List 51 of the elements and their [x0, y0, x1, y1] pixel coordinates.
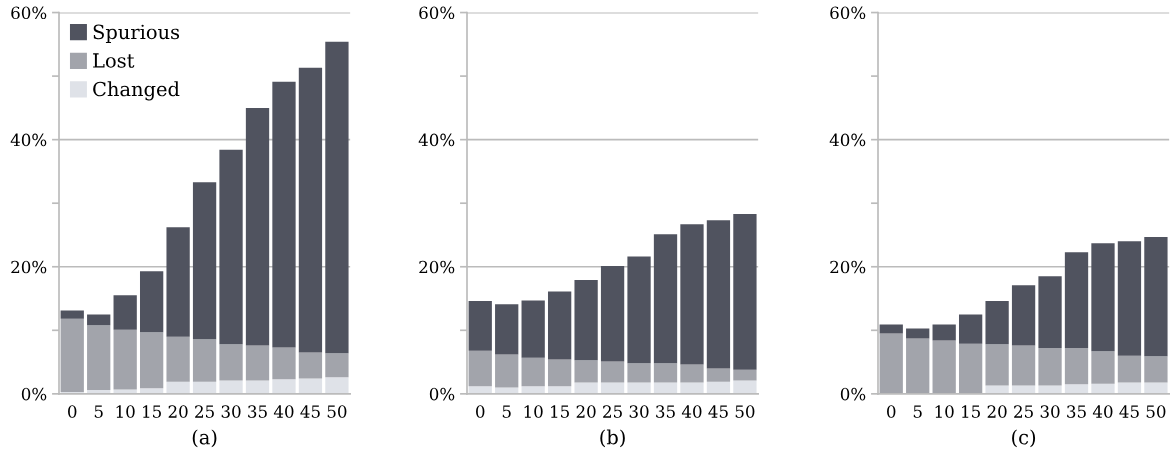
x-axis-title: (b)	[600, 429, 625, 448]
x-tick-label: 40	[273, 405, 294, 418]
x-tick-label: 40	[681, 405, 702, 418]
legend-label: Changed	[93, 81, 180, 101]
x-tick-label: 35	[1067, 405, 1086, 418]
x-axis-title: (c)	[1012, 429, 1036, 448]
y-tick-label: 20%	[419, 260, 455, 274]
x-tick-label: 25	[195, 405, 214, 418]
x-tick-label: 20	[168, 405, 188, 418]
x-tick-label: 20	[987, 405, 1007, 418]
x-tick-label: 5	[94, 405, 103, 418]
x-tick-label: 40	[1092, 405, 1113, 418]
x-tick-label: 45	[1119, 405, 1139, 418]
x-tick-label: 15	[551, 405, 569, 418]
x-tick-label: 50	[327, 405, 347, 418]
y-tick-label: 0%	[21, 387, 47, 401]
x-tick-label: 5	[913, 405, 922, 418]
x-tick-label: 0	[476, 405, 485, 418]
x-axis-title: (a)	[192, 429, 217, 448]
legend-label: Lost	[93, 53, 135, 68]
x-tick-label: 30	[221, 405, 241, 418]
x-tick-label: 50	[1146, 405, 1166, 418]
x-tick-label: 25	[603, 405, 622, 418]
x-tick-label: 15	[962, 405, 980, 418]
x-tick-label: 0	[68, 405, 77, 418]
y-tick-label: 40%	[10, 133, 47, 147]
y-tick-label: 40%	[829, 133, 866, 147]
x-tick-label: 10	[116, 405, 135, 418]
x-tick-label: 10	[524, 405, 543, 418]
y-tick-label: 20%	[11, 260, 47, 274]
x-tick-label: 50	[735, 405, 755, 418]
y-tick-label: 20%	[830, 260, 866, 274]
y-tick-label: 60%	[830, 6, 866, 20]
x-tick-label: 25	[1014, 405, 1033, 418]
y-tick-label: 40%	[418, 133, 455, 147]
legend-label: Spurious	[93, 24, 180, 44]
x-tick-label: 30	[629, 405, 649, 418]
x-tick-label: 10	[935, 405, 954, 418]
x-tick-label: 45	[708, 405, 728, 418]
x-tick-label: 5	[502, 405, 511, 418]
x-tick-label: 30	[1040, 405, 1060, 418]
x-tick-label: 35	[248, 405, 267, 418]
y-tick-label: 60%	[11, 6, 47, 20]
x-tick-label: 35	[656, 405, 675, 418]
x-tick-label: 0	[887, 405, 896, 418]
x-tick-label: 20	[576, 405, 596, 418]
x-tick-label: 45	[300, 405, 320, 418]
y-tick-label: 0%	[429, 387, 455, 401]
x-tick-label: 15	[143, 405, 161, 418]
y-tick-label: 60%	[419, 6, 455, 20]
y-tick-label: 0%	[840, 387, 866, 401]
